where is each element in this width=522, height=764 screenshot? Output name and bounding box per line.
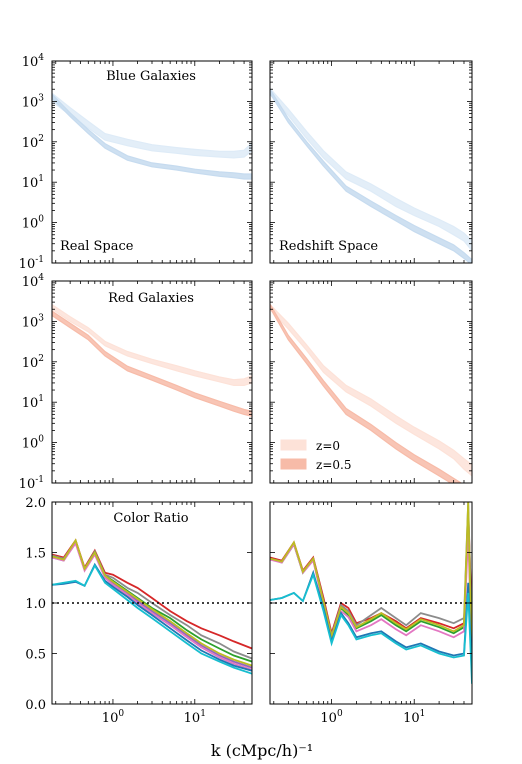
y-tick-label: 104	[22, 53, 45, 70]
x-tick-label: 101	[403, 709, 425, 726]
y-tick-label: 0.5	[25, 648, 46, 663]
series-band-0	[270, 88, 472, 250]
y-tick-label: 1.5	[25, 547, 46, 562]
y-tick-label: 103	[22, 93, 45, 110]
legend-label: z=0.5	[316, 458, 351, 472]
y-tick-label: 100	[22, 435, 45, 452]
x-tick-label: 100	[102, 709, 125, 726]
panel-ratio-real: 100 101 0.0 0.5 1.0 1.5 2.0 Color Ratio	[25, 496, 252, 726]
panel-annotation: Redshift Space	[279, 239, 378, 254]
y-tick-label: 104	[22, 273, 45, 290]
panel-blue-real: 10-1 100 101 102 103 104 Blue Galaxies Real Spa…	[19, 53, 252, 272]
panel-annotation: Blue Galaxies	[106, 69, 196, 84]
y-tick-label: 101	[22, 394, 44, 411]
axes-frame	[52, 61, 252, 263]
x-tick-label: 101	[184, 709, 206, 726]
legend-label: z=0	[316, 439, 340, 453]
series-band-1	[52, 94, 252, 179]
series-band-0	[52, 305, 252, 386]
panel-ratio-redshift: 100 101	[270, 502, 472, 726]
panel-blue-redshift: Redshift Space	[270, 61, 472, 265]
x-axis-label: k (cMpc/h)⁻¹	[211, 741, 313, 760]
legend-swatch	[281, 459, 306, 469]
axes-frame	[270, 61, 472, 263]
y-tick-label: 102	[22, 134, 44, 151]
y-tick-label: 1.0	[25, 597, 46, 612]
x-tick-label: 100	[320, 709, 343, 726]
panel-annotation: Real Space	[60, 239, 134, 254]
y-tick-label: 102	[22, 354, 44, 371]
panel-red-real: 10-1 100 101 102 103 104 Red Galaxies	[19, 273, 252, 492]
axes-frame	[270, 281, 472, 483]
series-line-4	[270, 502, 472, 674]
legend: z=0 z=0.5	[281, 439, 351, 472]
y-tick-label: 0.0	[25, 698, 46, 713]
y-tick-label: 100	[22, 215, 45, 232]
panel-annotation: Color Ratio	[113, 511, 188, 526]
y-tick-label: 103	[22, 313, 45, 330]
y-tick-label: 2.0	[25, 496, 46, 511]
panel-annotation: Red Galaxies	[108, 291, 194, 306]
series-line-0	[52, 540, 252, 648]
legend-swatch	[281, 440, 306, 450]
y-tick-label: 10-1	[19, 475, 44, 492]
y-tick-label: 10-1	[19, 255, 44, 272]
y-tick-label: 101	[22, 174, 44, 191]
